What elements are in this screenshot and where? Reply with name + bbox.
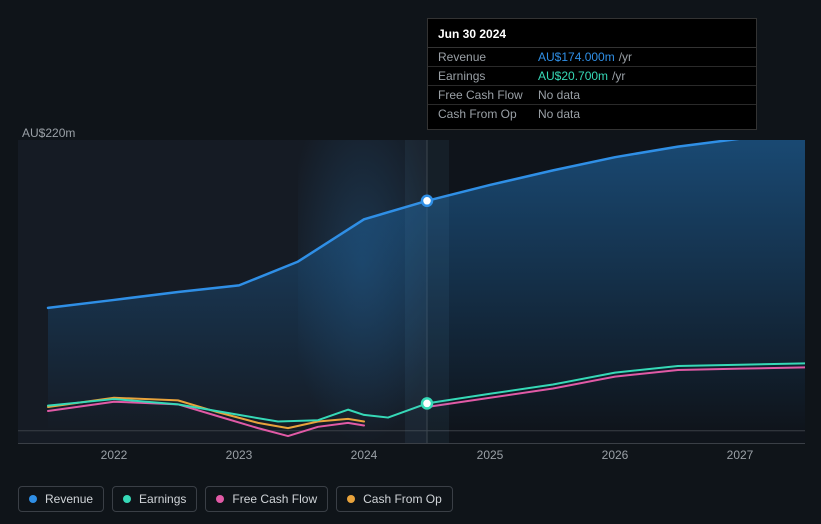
tooltip-row: RevenueAU$174.000m/yr bbox=[428, 48, 756, 67]
legend-item-cash-from-op[interactable]: Cash From Op bbox=[336, 486, 453, 512]
legend-dot-icon bbox=[29, 495, 37, 503]
tooltip-row-value: No data bbox=[538, 88, 580, 102]
tooltip-row-value: AU$20.700m bbox=[538, 69, 608, 83]
tooltip-row-unit: /yr bbox=[619, 50, 632, 64]
legend-item-label: Free Cash Flow bbox=[232, 492, 317, 506]
x-axis-tick-label: 2023 bbox=[226, 448, 253, 462]
legend-dot-icon bbox=[216, 495, 224, 503]
hover-tooltip: Jun 30 2024 RevenueAU$174.000m/yrEarning… bbox=[427, 18, 757, 130]
financials-chart[interactable] bbox=[18, 140, 805, 444]
tooltip-row-label: Free Cash Flow bbox=[438, 88, 538, 102]
y-axis-max-label: AU$220m bbox=[22, 126, 75, 140]
x-axis-tick-label: 2026 bbox=[602, 448, 629, 462]
legend-item-free-cash-flow[interactable]: Free Cash Flow bbox=[205, 486, 328, 512]
tooltip-row-value: AU$174.000m bbox=[538, 50, 615, 64]
x-axis-tick-label: 2022 bbox=[101, 448, 128, 462]
tooltip-row: Free Cash FlowNo data bbox=[428, 86, 756, 105]
x-axis-tick-label: 2025 bbox=[477, 448, 504, 462]
legend-item-label: Earnings bbox=[139, 492, 186, 506]
tooltip-row: Cash From OpNo data bbox=[428, 105, 756, 123]
tooltip-row-label: Earnings bbox=[438, 69, 538, 83]
legend-item-revenue[interactable]: Revenue bbox=[18, 486, 104, 512]
hover-marker-earnings bbox=[422, 398, 432, 408]
legend-dot-icon bbox=[123, 495, 131, 503]
x-axis-tick-label: 2024 bbox=[351, 448, 378, 462]
legend-item-label: Revenue bbox=[45, 492, 93, 506]
x-axis-tick-label: 2027 bbox=[727, 448, 754, 462]
tooltip-row-unit: /yr bbox=[612, 69, 625, 83]
tooltip-row: EarningsAU$20.700m/yr bbox=[428, 67, 756, 86]
hover-marker-revenue bbox=[422, 196, 432, 206]
legend-item-earnings[interactable]: Earnings bbox=[112, 486, 197, 512]
legend-dot-icon bbox=[347, 495, 355, 503]
chart-legend: Revenue Earnings Free Cash Flow Cash From O… bbox=[18, 486, 453, 512]
tooltip-row-value: No data bbox=[538, 107, 580, 121]
tooltip-date: Jun 30 2024 bbox=[428, 25, 756, 48]
tooltip-row-label: Revenue bbox=[438, 50, 538, 64]
legend-item-label: Cash From Op bbox=[363, 492, 442, 506]
tooltip-row-label: Cash From Op bbox=[438, 107, 538, 121]
